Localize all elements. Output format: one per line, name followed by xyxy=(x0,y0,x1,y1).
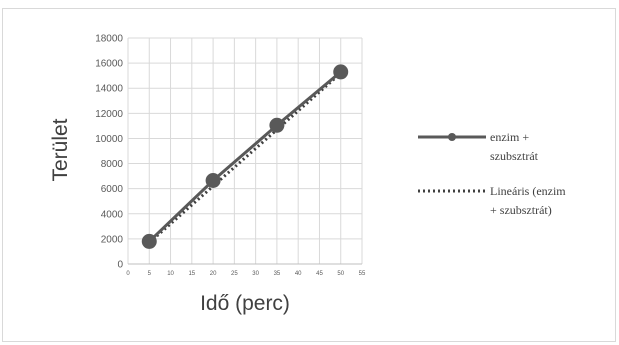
x-tick-label: 20 xyxy=(210,271,217,277)
plot-area xyxy=(141,64,349,249)
legend: enzim + szubsztrát Lineáris (enzim + szu… xyxy=(418,130,566,217)
y-tick-label: 2000 xyxy=(101,234,124,245)
y-tick-label: 8000 xyxy=(101,159,124,170)
x-tick-label: 35 xyxy=(274,271,281,277)
trendline xyxy=(148,72,342,244)
y-axis-ticks: 0 2000 4000 6000 8000 10000 12000 14000 16000 180… xyxy=(95,34,123,271)
x-tick-label: 50 xyxy=(337,271,344,277)
legend-series-label-line2: szubsztrát xyxy=(490,149,539,163)
y-tick-label: 12000 xyxy=(95,109,123,120)
x-tick-label: 55 xyxy=(359,271,366,277)
x-tick-label: 25 xyxy=(231,271,238,277)
data-point xyxy=(141,233,157,249)
x-tick-label: 30 xyxy=(252,271,259,277)
series-line xyxy=(148,70,342,243)
x-tick-label: 0 xyxy=(126,271,130,277)
y-tick-label: 18000 xyxy=(95,34,123,45)
y-tick-label: 14000 xyxy=(95,84,123,95)
y-tick-label: 4000 xyxy=(101,209,124,220)
x-axis-ticks: 0 5 10 15 20 25 30 35 40 45 50 55 xyxy=(126,271,366,277)
x-tick-label: 10 xyxy=(167,271,174,277)
x-tick-label: 45 xyxy=(316,271,323,277)
x-tick-label: 15 xyxy=(188,271,195,277)
y-axis-title: Terület xyxy=(49,118,72,181)
legend-series-marker xyxy=(448,133,456,141)
x-tick-label: 40 xyxy=(295,271,302,277)
x-axis-title: Idő (perc) xyxy=(200,292,290,315)
data-point xyxy=(205,173,221,189)
legend-series-label-line1: enzim + xyxy=(490,130,529,144)
data-point xyxy=(333,64,349,80)
y-tick-label: 16000 xyxy=(95,59,123,70)
legend-trendline-label-line2: + szubsztrát) xyxy=(490,203,552,217)
data-point xyxy=(269,117,285,133)
chart-frame xyxy=(2,8,616,342)
y-tick-label: 10000 xyxy=(95,134,123,145)
y-tick-label: 6000 xyxy=(101,184,124,195)
x-tick-label: 5 xyxy=(148,271,152,277)
y-tick-label: 0 xyxy=(117,260,123,271)
legend-trendline-label-line1: Lineáris (enzim xyxy=(490,184,566,198)
